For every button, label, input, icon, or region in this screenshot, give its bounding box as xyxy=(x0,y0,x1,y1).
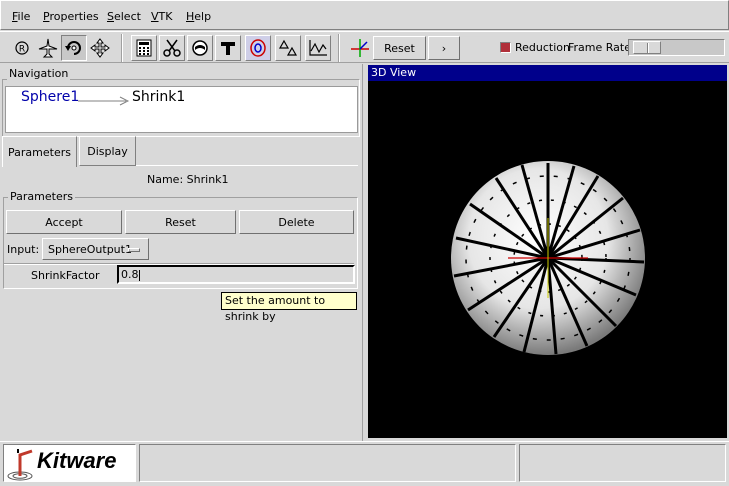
navigation-group xyxy=(2,79,360,137)
input-select-value: SphereOutput1 xyxy=(48,242,132,256)
reduction-checkbox[interactable] xyxy=(500,42,511,53)
frame-rate-label: Frame Rate xyxy=(568,41,631,54)
rotate-icon[interactable] xyxy=(61,35,87,61)
reset-button[interactable]: Reset xyxy=(125,210,236,234)
text-cursor xyxy=(138,269,140,281)
menu-bar: File Properties Select VTK Help xyxy=(0,0,729,30)
tab-display[interactable]: Display xyxy=(79,136,136,166)
kitware-logo-icon xyxy=(7,449,33,481)
reduction-label: Reduction xyxy=(515,41,570,54)
tab-parameters[interactable]: Parameters xyxy=(2,136,77,167)
parameters-group-label: Parameters xyxy=(8,190,75,203)
menu-select[interactable]: Select xyxy=(107,10,141,23)
shrink-factor-value: 0.8 xyxy=(121,268,139,281)
fly-icon[interactable] xyxy=(35,35,61,61)
accept-button[interactable]: Accept xyxy=(6,210,122,234)
module-name: Name: Shrink1 xyxy=(147,173,229,186)
reset-view-icon[interactable]: R xyxy=(11,35,33,61)
nav-target-module[interactable]: Shrink1 xyxy=(132,89,186,105)
probe-icon[interactable] xyxy=(275,35,301,61)
translate-icon[interactable] xyxy=(87,35,113,61)
input-select[interactable]: SphereOutput1 xyxy=(42,238,149,260)
sphere-render[interactable] xyxy=(448,158,648,358)
status-bar xyxy=(0,441,729,486)
cut-icon[interactable] xyxy=(159,35,185,61)
shrink-factor-label: ShrinkFactor xyxy=(31,269,100,282)
navigation-graph: Sphere1 Shrink1 xyxy=(5,86,358,133)
svg-text:R: R xyxy=(19,45,25,55)
left-panel xyxy=(0,64,363,441)
frame-rate-slider[interactable] xyxy=(628,39,725,56)
menu-vtk[interactable]: VTK xyxy=(151,10,173,23)
glyph-icon[interactable] xyxy=(187,35,213,61)
kitware-logo-text: Kitware xyxy=(37,448,117,473)
frame-rate-slider-handle[interactable] xyxy=(633,41,661,54)
option-menu-indicator-icon xyxy=(128,248,140,252)
delete-button[interactable]: Delete xyxy=(239,210,354,234)
input-label: Input: xyxy=(7,243,40,256)
view-title: 3D View xyxy=(368,65,727,81)
toolbar xyxy=(0,31,729,63)
kitware-logo: Kitware xyxy=(3,444,136,482)
status-message xyxy=(139,444,516,482)
reset-camera-button[interactable]: Reset xyxy=(373,36,426,60)
clip-icon[interactable] xyxy=(215,35,241,61)
shrink-factor-input[interactable]: 0.8 xyxy=(117,265,355,284)
axes-icon[interactable] xyxy=(347,35,373,61)
menu-properties[interactable]: Properties xyxy=(43,10,99,23)
nav-source-module[interactable]: Sphere1 xyxy=(21,89,80,105)
progress-area xyxy=(519,444,726,482)
menu-help[interactable]: Help xyxy=(186,10,212,23)
next-button[interactable]: › xyxy=(428,36,460,60)
contour-icon[interactable] xyxy=(245,35,271,61)
parameters-group xyxy=(3,197,358,289)
navigation-group-label: Navigation xyxy=(7,67,71,80)
nav-arrow-icon xyxy=(78,96,130,106)
plot-icon[interactable] xyxy=(305,35,331,61)
menu-file[interactable]: File xyxy=(12,10,31,23)
tooltip: Set the amount to shrink by xyxy=(221,292,357,323)
calculator-icon[interactable] xyxy=(131,35,157,61)
